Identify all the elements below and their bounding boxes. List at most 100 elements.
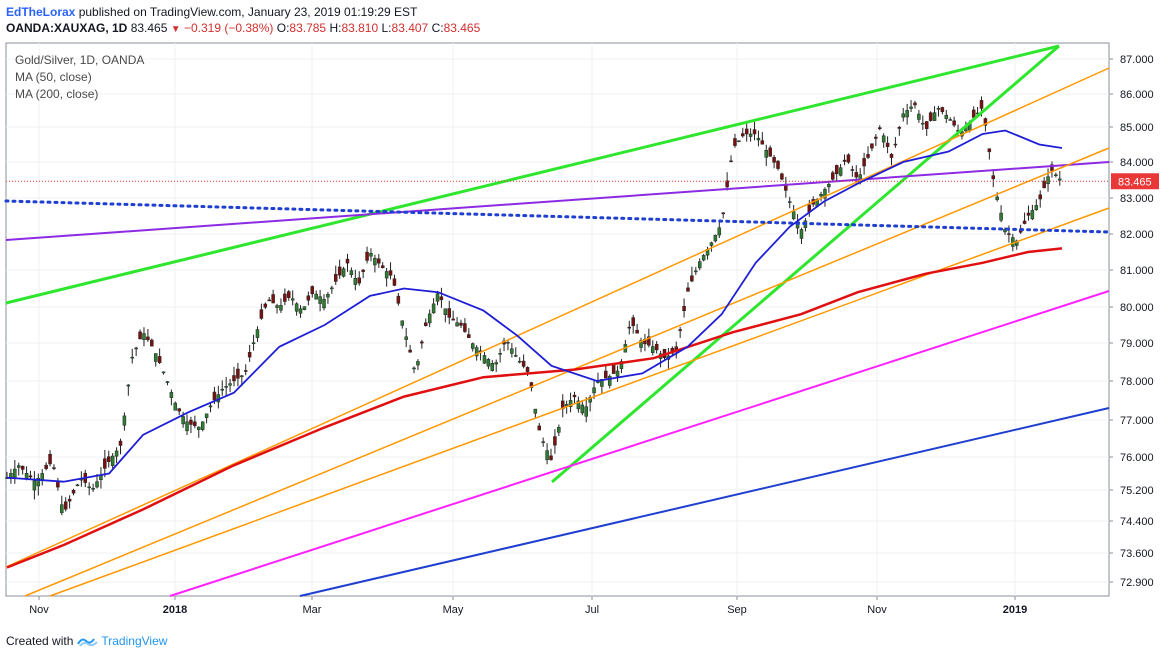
candle-body: [823, 189, 827, 199]
close-value: 83.465: [443, 21, 481, 35]
candle-body: [306, 295, 311, 301]
candle-body: [936, 108, 941, 110]
y-tick-label: 79.000: [1120, 338, 1154, 350]
candle-body: [204, 413, 209, 418]
candle-body: [756, 137, 761, 141]
candle-body: [118, 440, 123, 446]
open-value: 83.785: [289, 21, 327, 35]
candle-body: [20, 465, 25, 470]
y-tick-label: 76.000: [1120, 452, 1154, 464]
candle-body: [474, 347, 479, 357]
candle-body: [185, 421, 189, 432]
candle-body: [416, 361, 420, 366]
candle-body: [889, 153, 894, 158]
candle-body: [1034, 205, 1039, 211]
candle-body: [283, 293, 287, 302]
y-tick-label: 72.900: [1120, 577, 1154, 589]
candle-body: [572, 394, 577, 398]
close-label: C:: [431, 21, 444, 35]
candle-body: [330, 287, 334, 290]
candle-body: [130, 356, 134, 359]
candle-body: [240, 375, 244, 378]
candle-body: [1011, 237, 1015, 247]
candle-body: [193, 421, 197, 427]
candle-body: [318, 296, 322, 304]
candle-body: [776, 160, 780, 169]
magenta-trendline: [169, 290, 1110, 597]
x-tick-label: Sep: [727, 604, 747, 616]
candle-body: [819, 194, 823, 197]
candle-body: [713, 234, 718, 242]
candle-body: [173, 402, 178, 411]
x-tick-label: 2019: [1003, 604, 1027, 616]
author-link[interactable]: EdTheLorax: [6, 5, 76, 19]
candle-body: [1014, 240, 1019, 246]
candle-body: [236, 368, 240, 379]
high-label: H:: [329, 21, 342, 35]
candle-body: [987, 148, 992, 153]
candles: [5, 96, 1062, 516]
candle-body: [834, 165, 839, 175]
candle-body: [1022, 220, 1027, 224]
candle-body: [678, 329, 682, 331]
candle-body: [107, 456, 111, 462]
candle-body: [862, 158, 866, 167]
candle-body: [212, 391, 217, 401]
y-tick-label: 75.200: [1120, 485, 1154, 497]
candle-body: [537, 425, 542, 431]
candle-body: [525, 367, 530, 372]
orange-channel-2: [24, 147, 1110, 597]
candle-body: [153, 353, 158, 362]
candle-body: [799, 229, 804, 239]
green-trendline-upper: [5, 44, 1060, 305]
x-tick-label: Nov: [867, 604, 887, 616]
candle-body: [752, 129, 757, 135]
candle-body: [431, 303, 436, 314]
candle-body: [298, 308, 303, 314]
y-tick-label: 77.000: [1120, 415, 1154, 427]
candle-body: [690, 275, 694, 282]
candle-body: [893, 143, 898, 146]
tradingview-logo-icon: [77, 638, 99, 647]
candle-body: [1046, 176, 1050, 185]
candle-body: [831, 172, 835, 180]
tradingview-brand[interactable]: TradingView: [101, 634, 168, 648]
candle-body: [75, 484, 80, 487]
candle-body: [228, 383, 232, 386]
candle-body: [314, 293, 318, 300]
candle-body: [1007, 233, 1011, 235]
candle-body: [897, 127, 902, 129]
candle-body: [287, 291, 291, 298]
candle-body: [494, 362, 498, 365]
legend-title: Gold/Silver, 1D, OANDA: [15, 53, 144, 67]
candle-body: [576, 400, 581, 410]
candle-body: [259, 309, 264, 319]
candle-body: [255, 329, 260, 338]
candle-body: [913, 102, 917, 106]
candle-body: [279, 305, 283, 311]
candle-body: [1058, 178, 1062, 181]
price-axis[interactable]: 87.000 86.000 85.000 84.000 83.000 82.000 81.0…: [1109, 54, 1159, 589]
candle-body: [944, 114, 949, 119]
candle-body: [627, 326, 632, 329]
candle-body: [791, 211, 796, 220]
candle-body: [408, 349, 412, 353]
candle-body: [866, 154, 870, 158]
time-axis[interactable]: Nov 2018 Mar May Jul Sep Nov 2019: [29, 596, 1027, 616]
candle-body: [341, 268, 346, 277]
candle-body: [921, 122, 925, 125]
footer: Created with TradingView: [6, 634, 167, 648]
candle-body: [146, 336, 150, 341]
candle-body: [924, 121, 929, 129]
candle-body: [787, 201, 792, 203]
candle-body: [36, 477, 41, 487]
candle-body: [838, 167, 843, 176]
candle-body: [157, 356, 162, 363]
x-tick-label: Mar: [303, 604, 322, 616]
candle-body: [95, 481, 99, 488]
candle-body: [917, 113, 921, 120]
candle-body: [251, 342, 256, 344]
candle-body: [533, 408, 538, 414]
candle-body: [334, 274, 338, 282]
